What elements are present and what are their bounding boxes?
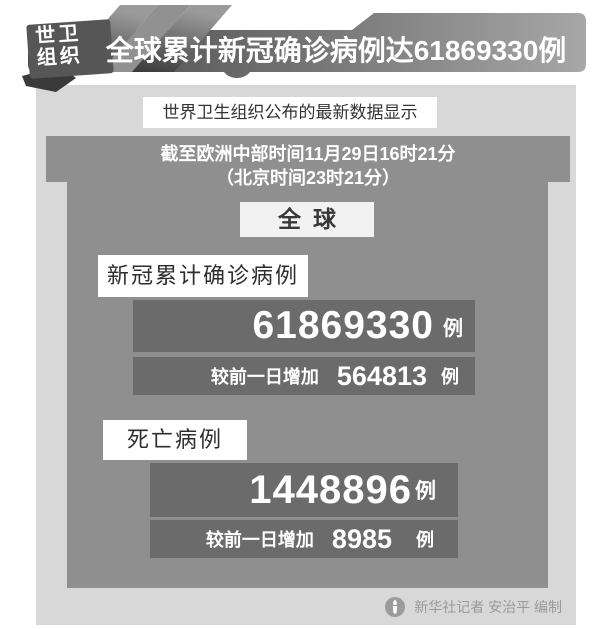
confirmed-total-unit: 例 — [443, 317, 463, 340]
confirmed-total-row: 61869330 例 — [133, 300, 475, 352]
page-title: 全球累计新冠确诊病例达61869330例 — [105, 35, 567, 66]
deaths-total-unit: 例 — [415, 480, 436, 503]
ribbon-fold-band-mid — [100, 5, 190, 72]
as-of-time-line1: 截至欧洲中部时间11月29日16时21分 — [160, 144, 456, 164]
deaths-section-label: 死亡病例 — [103, 420, 247, 460]
deaths-total-value: 1448896 — [249, 467, 412, 512]
confirmed-section-label: 新冠累计确诊病例 — [98, 255, 308, 297]
confirmed-delta-row: 较前一日增加 564813 例 — [133, 357, 475, 395]
region-label: 全球 — [240, 202, 374, 237]
source-note: 世界卫生组织公布的最新数据显示 — [143, 97, 437, 128]
data-panel: 截至欧洲中部时间11月29日16时21分 （北京时间23时21分） 全球 新冠累… — [46, 136, 570, 588]
confirmed-delta-unit: 例 — [441, 367, 459, 387]
ribbon-fold-band-2 — [132, 5, 232, 72]
as-of-time-line2: （北京时间23时21分） — [215, 168, 401, 188]
footer-credit-row: 新华社记者 安治平 编制 — [36, 594, 576, 620]
deaths-delta-value: 8985 — [331, 523, 392, 554]
confirmed-delta-label: 较前一日增加 — [210, 367, 319, 387]
confirmed-total-value: 61869330 — [252, 304, 434, 347]
confirmed-delta-value: 564813 — [336, 360, 427, 391]
banner-ribbon-graphic — [22, 5, 586, 92]
deaths-delta-row: 较前一日增加 8985 例 — [150, 520, 458, 558]
xinhua-logo-icon — [385, 597, 406, 617]
deaths-delta-unit: 例 — [416, 530, 434, 550]
deaths-total-row: 1448896 例 — [150, 463, 458, 517]
deaths-delta-label: 较前一日增加 — [205, 530, 314, 550]
credit-text: 新华社记者 安治平 编制 — [414, 599, 562, 615]
org-label-plate — [26, 19, 114, 79]
